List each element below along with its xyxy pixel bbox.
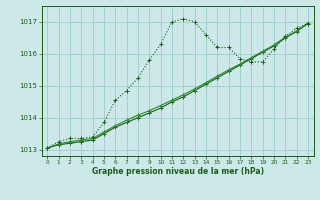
X-axis label: Graphe pression niveau de la mer (hPa): Graphe pression niveau de la mer (hPa) [92, 167, 264, 176]
